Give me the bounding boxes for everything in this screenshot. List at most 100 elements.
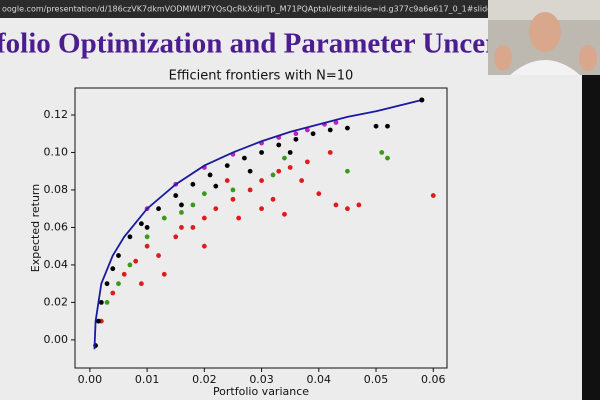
scatter-point [293,131,299,137]
scatter-point [345,168,350,174]
frontier-end [419,97,425,103]
scatter-point [270,196,276,202]
scatter-point [379,150,385,155]
scatter-point [276,168,282,174]
y-tick-label: 0.12 [44,108,69,121]
scatter-point [133,258,139,264]
scatter-point [282,211,287,217]
y-tick-label: 0.08 [44,183,69,196]
scatter-point [385,123,390,129]
webcam [488,0,600,75]
scatter-point [287,165,293,170]
scatter-point [116,281,121,287]
plot-area [93,97,436,350]
scatter-point [179,210,184,215]
scatter-point [345,125,350,131]
x-tick-label: 0.01 [135,373,160,386]
scatter-point [179,225,184,230]
scatter-point [327,150,333,155]
scatter-point [156,253,161,258]
scatter-point [230,187,236,193]
scatter-point [104,300,110,305]
x-tick-label: 0.04 [307,373,332,386]
scatter-point [110,266,116,272]
scatter-point [156,206,161,212]
scatter-point [430,193,436,198]
scatter-point [110,290,116,296]
scatter-point [333,202,339,208]
scatter-point [327,127,333,133]
y-tick-label: 0.10 [44,145,69,158]
scatter-point [144,234,150,240]
scatter-point [144,225,150,230]
browser-bar [0,0,600,18]
x-tick-label: 0.02 [192,373,217,386]
scatter-point [373,123,379,129]
chart-title: Efficient frontiers with N=10 [169,69,354,84]
side-bar [582,75,600,400]
scatter-point [127,262,133,268]
scatter-point [207,172,213,178]
x-tick-label: 0.00 [78,373,103,386]
scatter-point [304,127,310,133]
scatter-point [190,202,196,208]
scatter-point [190,225,196,230]
scatter-point [270,172,276,178]
scatter-point [138,221,144,227]
y-tick-label: 0.00 [44,333,69,346]
scatter-point [201,243,207,249]
y-axis-label: Expected return [29,184,42,272]
scatter-point [224,178,230,183]
scatter-point [96,318,101,324]
scatter-point [144,243,150,249]
scatter-point [104,281,110,287]
scatter-point [385,155,390,161]
y-tick-label: 0.06 [44,220,69,233]
y-tick-label: 0.04 [44,258,69,271]
scatter-point [201,215,207,221]
scatter-point [236,215,242,221]
scatter-point [201,191,207,197]
scatter-point [127,234,133,240]
scatter-point [333,120,339,125]
scatter-point [247,187,253,193]
url[interactable]: oogle.com/presentation/d/186czVK7dkmVODM… [2,5,587,14]
scatter-point [310,131,316,137]
scatter-point [345,206,350,212]
scatter-point [190,181,196,187]
scatter-point [247,168,253,174]
scatter-point [121,271,127,277]
scatter-point [161,215,167,221]
slide-title: folio Optimization and Parameter Uncerta [0,28,523,60]
scatter-point [316,191,322,197]
scatter-point [259,150,264,155]
x-tick-label: 0.03 [249,373,274,386]
x-tick-label: 0.05 [364,373,389,386]
y-tick-label: 0.02 [44,295,69,308]
scatter-point [161,271,167,277]
scatter-point [299,178,305,183]
x-tick-label: 0.06 [421,373,446,386]
axes-frame [74,87,448,369]
scatter-point [259,178,264,183]
x-axis-label: Portfolio variance [213,385,309,398]
scatter-point [213,206,219,212]
scatter-point [98,300,104,305]
scatter-point [116,253,121,258]
scatter-point [138,281,144,287]
scatter-point [173,234,179,240]
scatter-point [276,142,282,148]
scatter-point [213,183,219,189]
scatter-point [242,155,247,161]
scatter-point [230,196,236,202]
frontier-line [93,99,423,350]
scatter-point [224,163,230,168]
scatter-point [304,159,310,165]
scatter-point [259,206,264,212]
scatter-point [293,136,299,142]
scatter-point [179,202,184,208]
scatter-point [173,193,179,198]
scatter-point [356,202,362,208]
